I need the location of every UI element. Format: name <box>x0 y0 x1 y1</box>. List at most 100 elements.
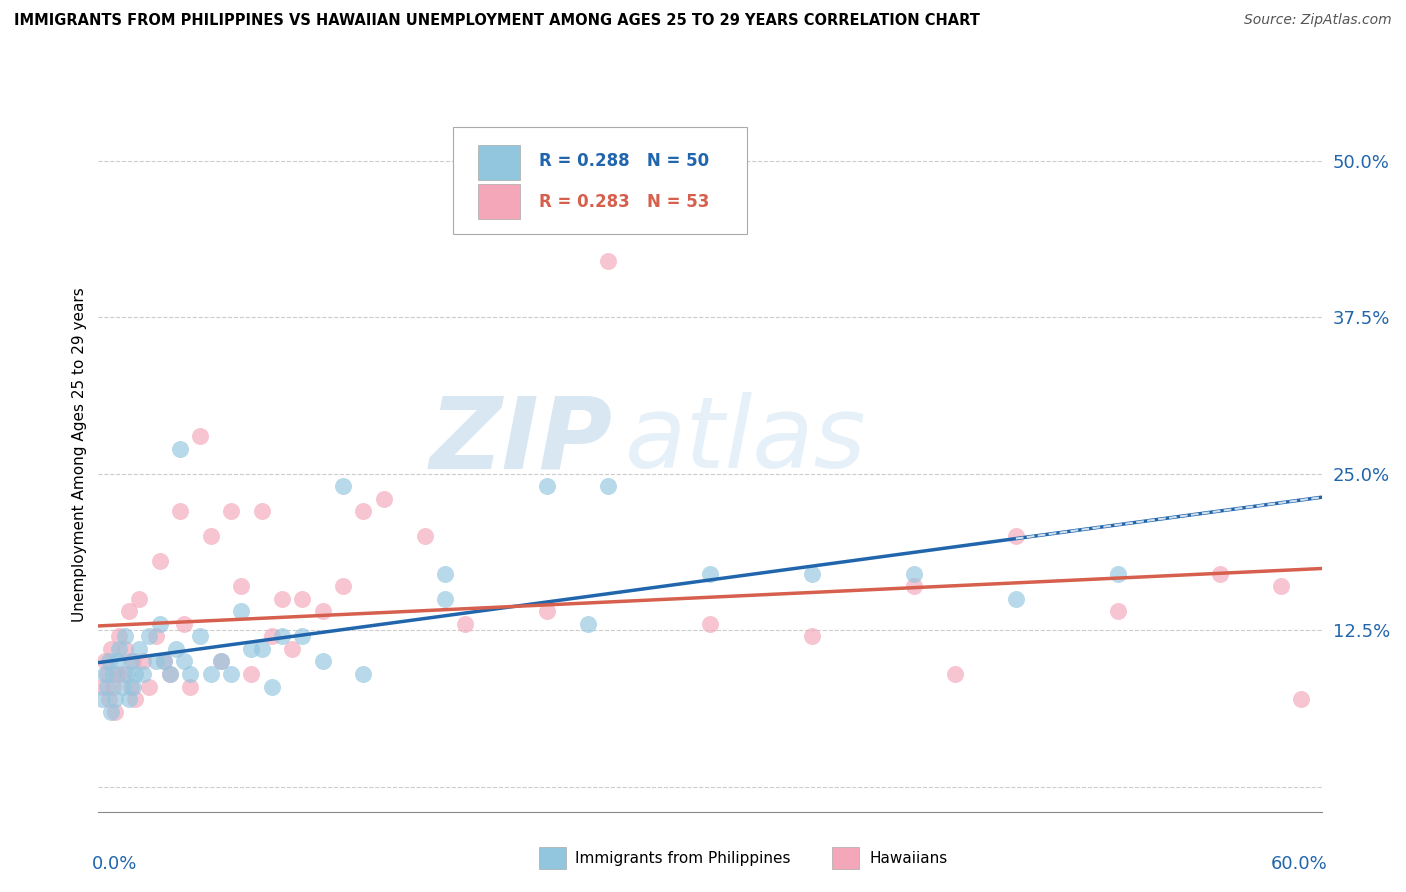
Point <box>270 630 294 644</box>
Point <box>1107 604 1129 618</box>
Text: R = 0.288   N = 50: R = 0.288 N = 50 <box>538 152 709 169</box>
Point <box>132 655 155 669</box>
Point <box>209 655 232 669</box>
Point <box>120 655 142 669</box>
Point <box>122 655 145 669</box>
Point <box>312 655 335 669</box>
Point <box>332 479 354 493</box>
Point <box>699 616 721 631</box>
Point <box>373 491 395 506</box>
Point <box>145 655 167 669</box>
Point <box>97 692 120 706</box>
Bar <box>538 847 565 869</box>
Point <box>100 642 122 657</box>
Y-axis label: Unemployment Among Ages 25 to 29 years: Unemployment Among Ages 25 to 29 years <box>72 287 87 623</box>
Point <box>165 642 187 657</box>
Point <box>101 680 124 694</box>
Point <box>209 655 232 669</box>
Point <box>434 566 457 581</box>
Point <box>1107 566 1129 581</box>
Point <box>111 667 134 681</box>
Point <box>413 529 436 543</box>
Point <box>231 604 253 618</box>
Text: R = 0.283   N = 53: R = 0.283 N = 53 <box>538 193 709 211</box>
Point <box>96 680 118 694</box>
Point <box>118 692 141 706</box>
Bar <box>478 184 520 219</box>
Point <box>179 680 201 694</box>
Point <box>576 616 599 631</box>
Point <box>96 667 118 681</box>
Point <box>598 479 620 493</box>
Point <box>536 604 558 618</box>
Point <box>434 591 457 606</box>
Point <box>1209 566 1232 581</box>
Point <box>104 705 127 719</box>
Point <box>250 504 273 518</box>
Point <box>159 667 181 681</box>
Point <box>179 667 201 681</box>
Point <box>1270 579 1292 593</box>
Point <box>250 642 273 657</box>
Point <box>105 655 128 669</box>
Point <box>598 253 620 268</box>
Point <box>122 680 145 694</box>
Point <box>152 655 174 669</box>
Point <box>281 642 304 657</box>
Point <box>104 692 127 706</box>
Point <box>114 630 136 644</box>
Point <box>149 554 172 568</box>
Text: ZIP: ZIP <box>429 392 612 489</box>
Point <box>124 667 146 681</box>
Point <box>149 616 172 631</box>
Point <box>138 680 160 694</box>
Point <box>173 655 195 669</box>
Point <box>108 630 131 644</box>
Point <box>260 680 283 694</box>
Point <box>115 667 138 681</box>
Point <box>536 479 558 493</box>
Point <box>291 630 314 644</box>
Point <box>111 680 134 694</box>
Point <box>159 667 181 681</box>
Point <box>260 630 283 644</box>
Point <box>169 442 191 456</box>
Point <box>128 591 150 606</box>
Point <box>105 667 128 681</box>
Point <box>312 604 335 618</box>
FancyBboxPatch shape <box>453 127 747 234</box>
Point <box>108 642 131 657</box>
Point <box>200 529 222 543</box>
Point <box>1291 692 1313 706</box>
Point <box>240 667 263 681</box>
Point <box>352 504 374 518</box>
Point <box>699 566 721 581</box>
Point <box>240 642 263 657</box>
Point <box>1004 529 1026 543</box>
Text: Immigrants from Philippines: Immigrants from Philippines <box>575 851 792 865</box>
Point <box>169 504 191 518</box>
Point <box>120 680 142 694</box>
Point <box>903 566 925 581</box>
Text: IMMIGRANTS FROM PHILIPPINES VS HAWAIIAN UNEMPLOYMENT AMONG AGES 25 TO 29 YEARS C: IMMIGRANTS FROM PHILIPPINES VS HAWAIIAN … <box>14 13 980 29</box>
Point <box>91 680 114 694</box>
Text: Source: ZipAtlas.com: Source: ZipAtlas.com <box>1244 13 1392 28</box>
Text: atlas: atlas <box>624 392 866 489</box>
Point <box>1004 591 1026 606</box>
Point <box>903 579 925 593</box>
Text: 60.0%: 60.0% <box>1271 855 1327 872</box>
Point <box>352 667 374 681</box>
Point <box>124 692 146 706</box>
Point <box>270 591 294 606</box>
Point <box>231 579 253 593</box>
Bar <box>832 847 859 869</box>
Point <box>145 630 167 644</box>
Text: Hawaiians: Hawaiians <box>869 851 948 865</box>
Point <box>128 642 150 657</box>
Point <box>93 667 115 681</box>
Point <box>219 504 242 518</box>
Point <box>101 667 124 681</box>
Point <box>801 566 824 581</box>
Point <box>219 667 242 681</box>
Point <box>291 591 314 606</box>
